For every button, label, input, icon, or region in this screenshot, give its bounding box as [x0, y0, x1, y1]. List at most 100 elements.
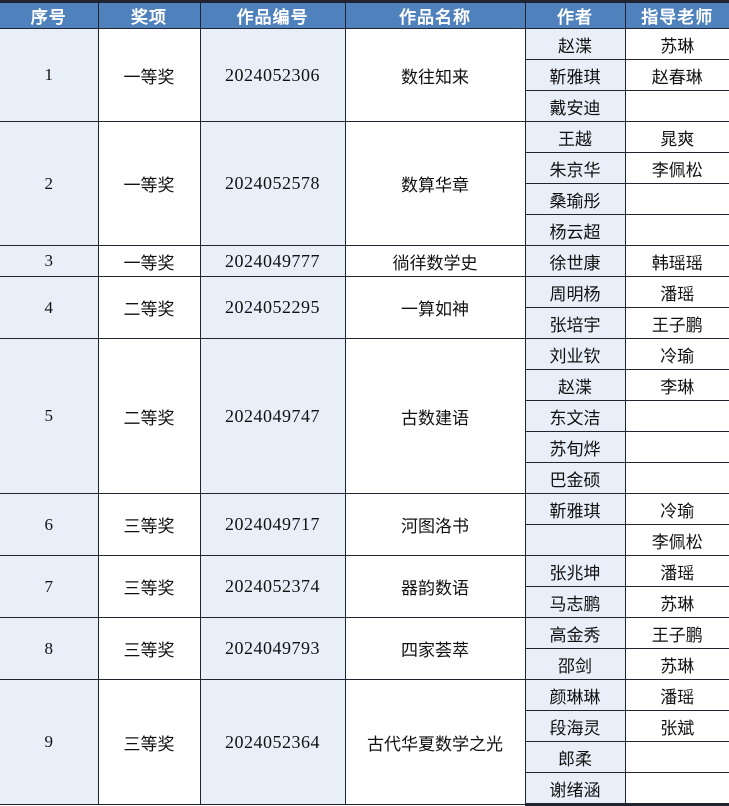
author-cell: 东文洁	[525, 400, 626, 432]
table-row: 东文洁	[0, 400, 729, 432]
work-title-cell: 四家荟萃	[345, 617, 526, 680]
header-cell-3: 作品名称	[345, 0, 526, 29]
advisor-cell: 潘瑶	[625, 679, 729, 711]
table-row: 6 三等奖 2024049717 河图洛书 靳雅琪 冷瑜	[0, 493, 729, 556]
author-cell: 郎柔	[525, 741, 626, 773]
author-cell: 段海灵	[525, 710, 626, 742]
row-number-cell: 6	[0, 493, 99, 556]
table-row: 张培宇 王子鹏	[0, 307, 729, 339]
table-row: 8 三等奖 2024049793 四家荟萃 高金秀 王子鹏	[0, 617, 729, 680]
author-cell: 朱京华	[525, 152, 626, 184]
header-row: 序号 奖项 作品编号 作品名称 作者 指导老师	[0, 0, 729, 29]
advisor-cell: 晁爽	[625, 121, 729, 153]
work-title-cell: 古代华夏数学之光	[345, 679, 526, 805]
work-id-cell: 2024052578	[200, 121, 346, 246]
row-number-cell: 7	[0, 555, 99, 618]
author-cell: 周明杨	[525, 276, 626, 308]
advisor-cell: 冷瑜	[625, 338, 729, 370]
row-number-cell: 3	[0, 245, 99, 277]
author-cell: 颜琳琳	[525, 679, 626, 711]
author-cell	[525, 524, 626, 556]
advisor-cell: 赵春琳	[625, 59, 729, 91]
advisor-cell: 韩瑶瑶	[625, 245, 729, 277]
advisor-cell: 苏琳	[625, 28, 729, 60]
advisor-cell	[625, 462, 729, 494]
table-row: 李佩松	[0, 524, 729, 556]
table-row: 9 三等奖 2024052364 古代华夏数学之光 颜琳琳 潘瑶	[0, 679, 729, 805]
table-row: 赵渫 李琳	[0, 369, 729, 401]
table-row: 5 二等奖 2024049747 古数建语 刘业钦 冷瑜	[0, 338, 729, 494]
advisor-cell: 李琳	[625, 369, 729, 401]
advisor-cell: 苏琳	[625, 648, 729, 680]
advisor-cell	[625, 183, 729, 215]
author-cell: 马志鹏	[525, 586, 626, 618]
author-cell: 谢绪涵	[525, 772, 626, 806]
work-title-cell: 徜徉数学史	[345, 245, 526, 277]
table-row: 1 一等奖 2024052306 数往知来 赵渫 苏琳	[0, 28, 729, 122]
row-number-cell: 4	[0, 276, 99, 339]
header-cell-5: 指导老师	[625, 0, 729, 29]
table-row: 郎柔	[0, 741, 729, 773]
work-title-cell: 一算如神	[345, 276, 526, 339]
award-cell: 一等奖	[98, 245, 201, 277]
award-cell: 三等奖	[98, 493, 201, 556]
work-title-cell: 数往知来	[345, 28, 526, 122]
advisor-cell: 李佩松	[625, 524, 729, 556]
work-title-cell: 数算华章	[345, 121, 526, 246]
table-row: 2 一等奖 2024052578 数算华章 王越 晁爽	[0, 121, 729, 246]
author-cell: 桑瑜彤	[525, 183, 626, 215]
table-row: 朱京华 李佩松	[0, 152, 729, 184]
author-cell: 张培宇	[525, 307, 626, 339]
advisor-cell: 潘瑶	[625, 555, 729, 587]
award-cell: 一等奖	[98, 121, 201, 246]
author-cell: 张兆坤	[525, 555, 626, 587]
header-cell-2: 作品编号	[200, 0, 346, 29]
advisor-cell	[625, 400, 729, 432]
author-cell: 戴安迪	[525, 90, 626, 122]
work-title-cell: 古数建语	[345, 338, 526, 494]
table-row: 邵剑 苏琳	[0, 648, 729, 680]
row-number-cell: 2	[0, 121, 99, 246]
work-id-cell: 2024049747	[200, 338, 346, 494]
table-row: 3 一等奖 2024049777 徜徉数学史 徐世康 韩瑶瑶	[0, 245, 729, 277]
awards-table-header: 序号 奖项 作品编号 作品名称 作者 指导老师	[0, 0, 729, 29]
table-row: 苏旬烨	[0, 431, 729, 463]
author-cell: 邵剑	[525, 648, 626, 680]
table-row: 桑瑜彤	[0, 183, 729, 215]
award-cell: 三等奖	[98, 679, 201, 805]
author-cell: 赵渫	[525, 28, 626, 60]
work-title-cell: 河图洛书	[345, 493, 526, 556]
award-cell: 三等奖	[98, 617, 201, 680]
author-cell: 靳雅琪	[525, 59, 626, 91]
row-number-cell: 8	[0, 617, 99, 680]
author-cell: 巴金硕	[525, 462, 626, 494]
advisor-cell: 苏琳	[625, 586, 729, 618]
author-cell: 赵渫	[525, 369, 626, 401]
author-cell: 王越	[525, 121, 626, 153]
work-id-cell: 2024052374	[200, 555, 346, 618]
advisor-cell	[625, 772, 729, 806]
work-id-cell: 2024049777	[200, 245, 346, 277]
table-row: 靳雅琪 赵春琳	[0, 59, 729, 91]
advisor-cell: 潘瑶	[625, 276, 729, 308]
award-cell: 二等奖	[98, 338, 201, 494]
work-id-cell: 2024052364	[200, 679, 346, 805]
advisor-cell	[625, 90, 729, 122]
row-number-cell: 9	[0, 679, 99, 805]
author-cell: 高金秀	[525, 617, 626, 649]
advisor-cell: 冷瑜	[625, 493, 729, 525]
advisor-cell	[625, 214, 729, 246]
work-id-cell: 2024049717	[200, 493, 346, 556]
work-title-cell: 器韵数语	[345, 555, 526, 618]
table-row: 戴安迪	[0, 90, 729, 122]
author-cell: 苏旬烨	[525, 431, 626, 463]
author-cell: 杨云超	[525, 214, 626, 246]
author-cell: 刘业钦	[525, 338, 626, 370]
awards-table-body: 1 一等奖 2024052306 数往知来 赵渫 苏琳 靳雅琪 赵春琳 戴安迪 2 一等奖 20240…	[0, 28, 729, 806]
award-cell: 三等奖	[98, 555, 201, 618]
advisor-cell	[625, 741, 729, 773]
advisor-cell: 张斌	[625, 710, 729, 742]
advisor-cell: 王子鹏	[625, 307, 729, 339]
advisor-cell	[625, 431, 729, 463]
